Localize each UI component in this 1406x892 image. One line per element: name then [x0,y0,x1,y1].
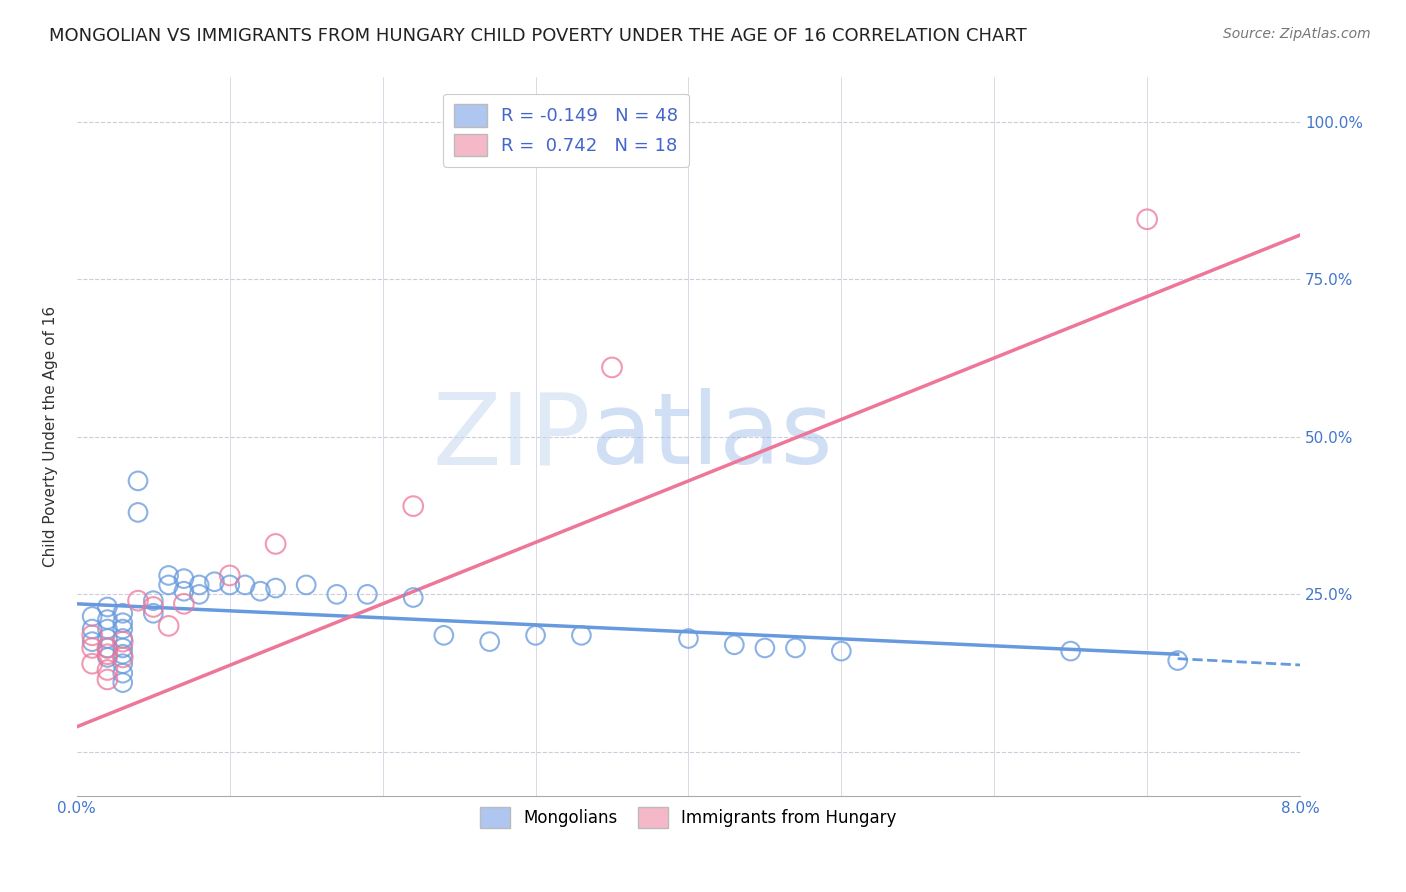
Point [723,638,745,652]
Point [1060,644,1083,658]
Point [111,657,134,671]
Point [785,640,807,655]
Text: atlas: atlas [591,388,832,485]
Point [96,622,118,636]
Point [142,607,165,621]
Point [478,634,501,648]
Point [82,657,104,671]
Point [188,587,211,601]
Point [96,632,118,646]
Point [111,647,134,661]
Point [249,584,271,599]
Point [82,622,104,636]
Point [111,632,134,646]
Point [111,650,134,665]
Point [402,591,425,605]
Point [96,673,118,687]
Point [96,640,118,655]
Point [264,581,287,595]
Point [402,499,425,513]
Point [96,663,118,677]
Point [218,578,240,592]
Point [173,572,195,586]
Point [173,584,195,599]
Text: MONGOLIAN VS IMMIGRANTS FROM HUNGARY CHILD POVERTY UNDER THE AGE OF 16 CORRELATI: MONGOLIAN VS IMMIGRANTS FROM HUNGARY CHI… [49,27,1026,45]
Point [82,640,104,655]
Point [571,628,593,642]
Point [433,628,456,642]
Point [82,628,104,642]
Point [356,587,378,601]
Point [127,505,149,519]
Point [111,640,134,655]
Point [96,647,118,661]
Point [96,599,118,614]
Point [157,619,180,633]
Text: Source: ZipAtlas.com: Source: ZipAtlas.com [1223,27,1371,41]
Point [830,644,852,658]
Point [111,615,134,630]
Legend: Mongolians, Immigrants from Hungary: Mongolians, Immigrants from Hungary [474,801,903,835]
Point [233,578,256,592]
Point [111,666,134,681]
Point [142,599,165,614]
Text: ZIP: ZIP [432,388,591,485]
Point [157,578,180,592]
Point [524,628,547,642]
Point [157,568,180,582]
Point [754,640,776,655]
Y-axis label: Child Poverty Under the Age of 16: Child Poverty Under the Age of 16 [44,306,58,567]
Point [600,360,623,375]
Point [188,578,211,592]
Point [96,613,118,627]
Point [1167,654,1189,668]
Point [295,578,318,592]
Point [111,634,134,648]
Point [111,675,134,690]
Point [96,640,118,655]
Point [96,650,118,665]
Point [127,474,149,488]
Point [326,587,349,601]
Point [204,574,226,589]
Point [1136,212,1159,227]
Point [82,634,104,648]
Point [678,632,700,646]
Point [142,593,165,607]
Point [218,568,240,582]
Point [111,622,134,636]
Point [173,597,195,611]
Point [82,609,104,624]
Point [264,537,287,551]
Point [127,593,149,607]
Point [111,607,134,621]
